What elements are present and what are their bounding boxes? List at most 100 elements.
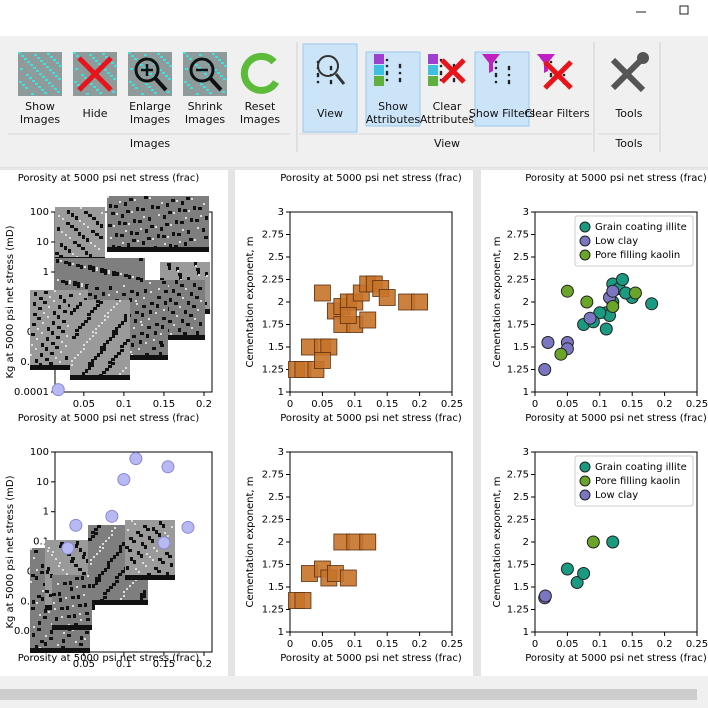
thumbnail-grain: [153, 339, 155, 341]
y-tick-label: 2.75: [507, 470, 529, 481]
button-label[interactable]: Clear: [433, 100, 462, 113]
button-label[interactable]: Attributes: [366, 113, 421, 126]
thumbnail-grain: [114, 527, 116, 529]
thumbnail-grain: [152, 347, 156, 350]
icon-speck: [95, 60, 98, 62]
thumbnail-grain: [130, 231, 133, 235]
icon-dot: [398, 77, 402, 81]
x-axis-label: Porosity at 5000 psi net stress (frac): [280, 653, 462, 664]
thumbnail-grain: [59, 598, 62, 602]
icon-dot: [507, 67, 511, 71]
thumbnail-grain: [83, 348, 85, 350]
thumbnail-grain: [35, 645, 38, 649]
thumbnail-grain: [183, 332, 187, 335]
icon-swatch: [428, 54, 438, 64]
thumbnail-grain: [88, 366, 91, 370]
thumbnail-grain: [140, 228, 142, 230]
icon-speck: [21, 55, 24, 57]
thumbnail-grain: [156, 304, 159, 308]
thumbnail-grain: [92, 584, 95, 588]
thumbnail-grain: [166, 572, 169, 576]
thumbnail-grain: [180, 284, 184, 287]
point: [606, 284, 620, 298]
thumbnail-grain: [31, 607, 35, 610]
button-label[interactable]: View: [317, 107, 343, 120]
thumbnail-grain: [95, 581, 98, 585]
thumbnail-grain: [81, 285, 83, 287]
button-label[interactable]: Show: [378, 100, 408, 113]
thumbnail-grain: [108, 365, 112, 368]
icon-speck: [31, 93, 34, 95]
button-label[interactable]: Clear Filters: [524, 107, 590, 120]
thumbnail-grain: [42, 590, 44, 592]
button-label[interactable]: Images: [185, 113, 225, 126]
button-label[interactable]: Reset: [245, 100, 276, 113]
thumbnail-grain: [91, 363, 94, 367]
restore-button[interactable]: [679, 5, 689, 15]
thumbnail-grain: [89, 338, 91, 340]
thumbnail-grain: [155, 312, 157, 314]
thumbnail-grain: [192, 305, 196, 308]
icon-speck: [141, 93, 144, 95]
icon-speck: [20, 68, 23, 70]
button-label[interactable]: Images: [130, 113, 170, 126]
button-label[interactable]: Show: [25, 100, 55, 113]
thumbnail-grain: [195, 265, 197, 267]
icon-speck: [55, 75, 58, 77]
thumbnail-grain: [63, 299, 66, 303]
thumbnail-grain: [158, 288, 160, 290]
thumbnail-grain: [88, 267, 92, 270]
button-label[interactable]: Hide: [82, 107, 107, 120]
button-label[interactable]: Images: [240, 113, 280, 126]
thumbnail-grain: [119, 300, 121, 302]
x-tick-label: 0.25: [686, 399, 708, 410]
button-label[interactable]: Images: [20, 113, 60, 126]
thumbnail-grain: [108, 294, 110, 296]
icon-speck: [184, 81, 187, 83]
thumbnail-grain: [148, 217, 151, 221]
point: [541, 336, 555, 349]
icon-speck: [84, 77, 87, 79]
button-label[interactable]: Enlarge: [129, 100, 171, 113]
thumbnail-grain: [118, 221, 121, 225]
thumbnail-grain: [149, 197, 151, 199]
thumbnail-grain: [160, 278, 164, 281]
thumbnail-grain: [85, 631, 89, 634]
icon-speck: [111, 62, 114, 64]
thumbnail-grain: [83, 552, 86, 556]
thumbnail-grain: [186, 323, 190, 326]
thumbnail-grain: [184, 242, 187, 246]
thumbnail-grain: [38, 307, 42, 310]
thumbnail-grain: [57, 583, 59, 585]
thumbnail-grain: [198, 207, 202, 210]
thumbnail-grain: [66, 573, 68, 575]
thumbnail-grain: [41, 343, 44, 347]
thumbnail-grain: [56, 336, 60, 339]
scrollbar-thumb[interactable]: [0, 689, 697, 700]
y-tick-label: 1.5: [268, 342, 284, 353]
y-axis-label: Kg at 5000 psi net stress (mD): [5, 225, 16, 378]
y-tick-label: 1: [43, 507, 49, 518]
icon-speck: [212, 53, 215, 55]
button-label[interactable]: Show Filters: [469, 107, 535, 120]
thumbnail-grain: [197, 271, 200, 275]
thumbnail-grain: [205, 216, 208, 220]
thumbnail-grain: [57, 644, 59, 646]
thumbnail-grain: [135, 300, 137, 302]
button-label[interactable]: Tools: [614, 107, 642, 120]
thumbnail-grain: [131, 520, 133, 522]
thumbnail-grain: [52, 321, 55, 325]
button-label[interactable]: Shrink: [188, 100, 224, 113]
thumbnail-grain: [118, 573, 122, 576]
thumbnail-grain: [181, 201, 184, 205]
thumbnail-grain: [150, 291, 152, 293]
point: [411, 293, 429, 311]
y-tick-label: 1: [523, 387, 529, 398]
icon-speck: [113, 78, 116, 80]
thumbnail-grain: [124, 202, 127, 206]
button-label[interactable]: Attributes: [420, 113, 475, 126]
thumbnail-grain: [146, 553, 148, 555]
icon-speck: [89, 54, 92, 56]
thumbnail-grain: [53, 300, 55, 302]
thumbnail-grain: [119, 201, 121, 203]
